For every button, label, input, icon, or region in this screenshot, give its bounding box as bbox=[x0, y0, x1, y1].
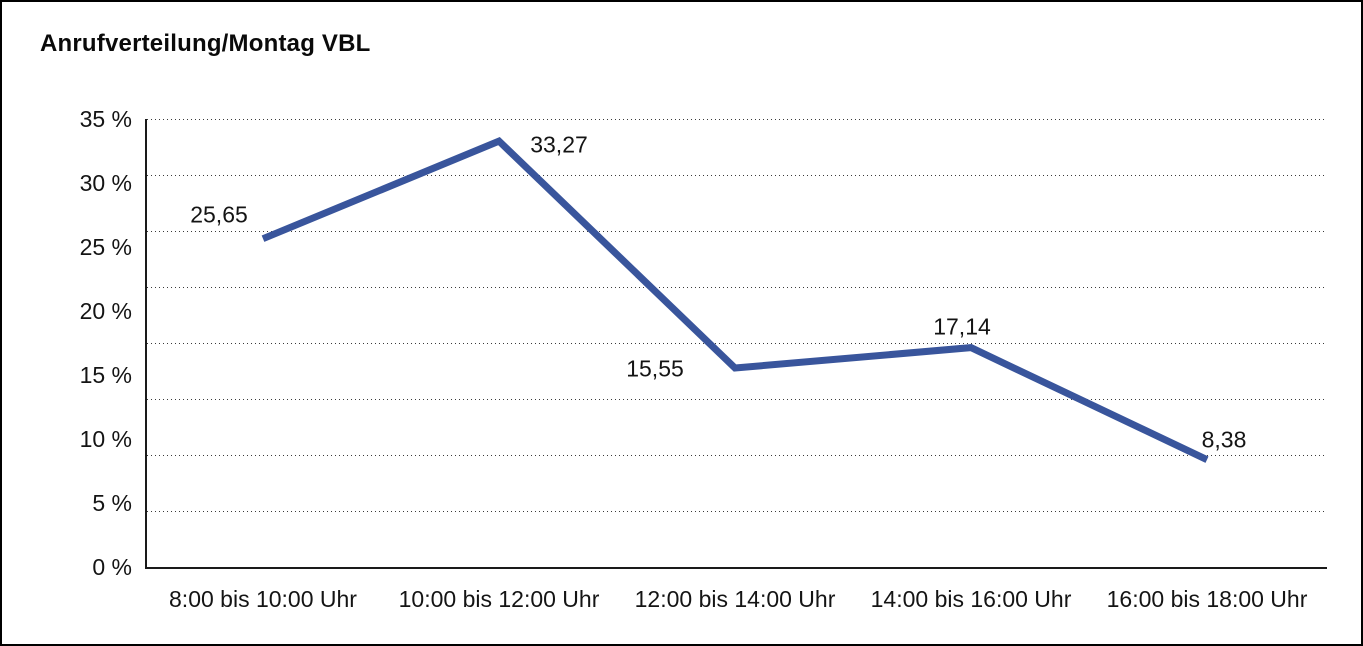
data-point-label: 33,27 bbox=[530, 131, 588, 158]
x-tick-label: 12:00 bis 14:00 Uhr bbox=[634, 586, 836, 612]
y-tick-label: 35 % bbox=[79, 106, 132, 132]
data-point-label: 8,38 bbox=[1201, 426, 1247, 453]
gridline bbox=[147, 511, 1327, 512]
y-tick-label: 30 % bbox=[79, 170, 132, 196]
data-point-label: 15,55 bbox=[626, 355, 684, 382]
x-tick-label: 14:00 bis 16:00 Uhr bbox=[870, 586, 1072, 612]
gridline bbox=[147, 287, 1327, 288]
y-tick-label: 0 % bbox=[92, 554, 132, 580]
y-tick-label: 5 % bbox=[92, 490, 132, 516]
y-tick-label: 10 % bbox=[79, 426, 132, 452]
data-point-label: 25,65 bbox=[190, 201, 248, 228]
gridline bbox=[147, 231, 1327, 232]
gridline bbox=[147, 119, 1327, 120]
plot-area bbox=[145, 119, 1327, 569]
gridline bbox=[147, 455, 1327, 456]
y-tick-label: 20 % bbox=[79, 298, 132, 324]
x-tick-label: 16:00 bis 18:00 Uhr bbox=[1106, 586, 1308, 612]
y-tick-label: 25 % bbox=[79, 234, 132, 260]
data-point-label: 17,14 bbox=[933, 313, 991, 340]
gridline bbox=[147, 399, 1327, 400]
gridline bbox=[147, 175, 1327, 176]
gridline bbox=[147, 343, 1327, 344]
x-tick-label: 8:00 bis 10:00 Uhr bbox=[169, 586, 357, 612]
y-tick-label: 15 % bbox=[79, 362, 132, 388]
chart-title: Anrufverteilung/Montag VBL bbox=[40, 30, 371, 57]
x-tick-label: 10:00 bis 12:00 Uhr bbox=[398, 586, 600, 612]
